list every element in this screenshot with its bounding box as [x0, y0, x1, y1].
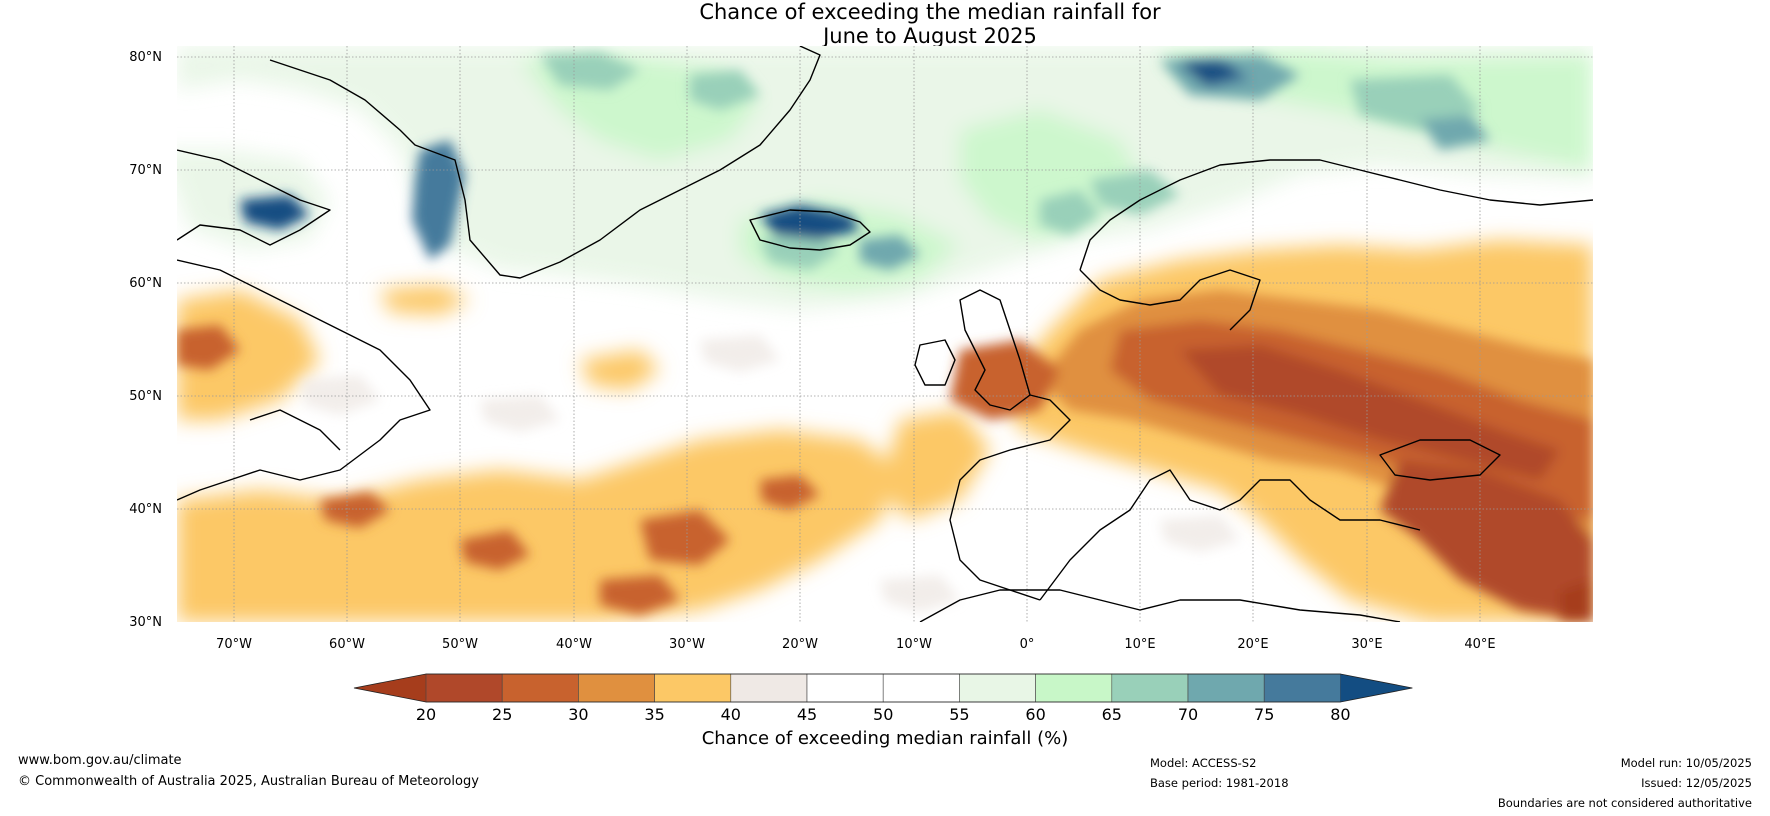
disclaimer-text: Boundaries are not considered authoritat…: [1497, 796, 1752, 810]
colorbar-swatch: [1263, 673, 1341, 703]
lat-tick-label: 70°N: [129, 163, 162, 178]
colorbar: 20 25 30 35 40 45 50 55 60 65 70 75 80 Chance of exc…: [353, 673, 1413, 749]
colorbar-tick-label: 40: [721, 705, 741, 724]
model-run-text: Model run: 10/05/2025: [1620, 756, 1752, 770]
base-period-text: Base period: 1981-2018: [1150, 776, 1289, 790]
issued-text: Issued: 12/05/2025: [1641, 776, 1752, 790]
colorbar-tick-label: 70: [1178, 705, 1198, 724]
website-text: www.bom.gov.au/climate: [18, 753, 182, 768]
map-plot-area: [177, 46, 1593, 622]
colorbar-extend-high: [1340, 674, 1413, 702]
lon-tick-label: 40°E: [1464, 637, 1495, 652]
lon-tick-label: 40°W: [556, 637, 592, 652]
colorbar-tick-label: 80: [1330, 705, 1350, 724]
lat-tick-label: 50°N: [129, 389, 162, 404]
longitude-labels: 70°W 60°W 50°W 40°W 30°W 20°W 10°W 0° 10…: [216, 637, 1496, 652]
colorbar-swatch: [578, 673, 655, 703]
colorbar-swatch: [959, 673, 1036, 703]
colorbar-extend-low: [354, 674, 426, 702]
title-line-1: Chance of exceeding the median rainfall …: [699, 0, 1161, 24]
colorbar-swatch: [806, 673, 884, 703]
colorbar-tick-label: 30: [568, 705, 588, 724]
colorbar-swatch: [425, 673, 503, 703]
colorbar-tick-label: 75: [1254, 705, 1274, 724]
colorbar-swatch: [501, 673, 579, 703]
lon-tick-label: 10°E: [1124, 637, 1155, 652]
colorbar-label: Chance of exceeding median rainfall (%): [702, 728, 1069, 749]
colorbar-swatch: [730, 673, 808, 703]
graticule: [177, 46, 1593, 622]
lon-tick-label: 20°W: [782, 637, 818, 652]
lon-tick-label: 30°W: [669, 637, 705, 652]
lat-tick-label: 40°N: [129, 502, 162, 517]
coastlines: [177, 46, 1593, 622]
colorbar-tick-label: 50: [873, 705, 893, 724]
lon-tick-label: 10°W: [896, 637, 932, 652]
title-line-2: June to August 2025: [823, 24, 1037, 48]
very-dry-region: [177, 290, 1593, 622]
very-wet-patches: [240, 52, 1490, 270]
colorbar-swatch: [1187, 673, 1265, 703]
lat-tick-label: 30°N: [129, 615, 162, 630]
model-text: Model: ACCESS-S2: [1150, 756, 1257, 770]
lon-tick-label: 0°: [1020, 637, 1035, 652]
copyright-text: © Commonwealth of Australia 2025, Austra…: [18, 774, 479, 789]
colorbar-tick-label: 45: [797, 705, 817, 724]
colorbar-tick-label: 20: [416, 705, 436, 724]
colorbar-swatch: [654, 673, 732, 703]
near-normal-patches: [300, 335, 1240, 612]
lon-tick-label: 20°E: [1237, 637, 1268, 652]
lon-tick-label: 60°W: [329, 637, 365, 652]
colorbar-tick-label: 55: [949, 705, 969, 724]
lon-tick-label: 30°E: [1351, 637, 1382, 652]
lon-tick-label: 70°W: [216, 637, 252, 652]
lat-tick-label: 80°N: [129, 50, 162, 65]
colorbar-tick-label: 60: [1025, 705, 1045, 724]
colorbar-tick-label: 25: [492, 705, 512, 724]
colorbar-swatch: [1035, 673, 1113, 703]
lon-tick-label: 50°W: [442, 637, 478, 652]
colorbar-swatch: [882, 673, 960, 703]
colorbar-swatch: [1111, 673, 1189, 703]
colorbar-tick-label: 35: [644, 705, 664, 724]
lat-tick-label: 60°N: [129, 276, 162, 291]
latitude-labels: 80°N 70°N 60°N 50°N 40°N 30°N: [129, 50, 162, 630]
chart-title: Chance of exceeding the median rainfall …: [0, 0, 1770, 48]
colorbar-tick-label: 65: [1102, 705, 1122, 724]
